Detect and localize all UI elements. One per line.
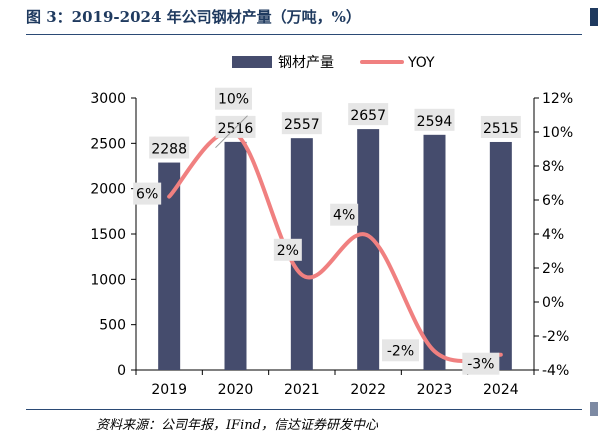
y-left-tick-label: 2000 [90, 182, 126, 198]
y-left-tick-label: 500 [99, 318, 126, 334]
y-right-tick-label: 2% [542, 261, 564, 277]
y-right-tick-label: -2% [542, 329, 569, 345]
line-label-box [273, 238, 302, 261]
bar-label-box [215, 115, 256, 138]
y-right-tick-label: 10% [542, 125, 573, 141]
bar-value-label: 2594 [417, 114, 453, 130]
y-left-tick-label: 3000 [90, 91, 126, 107]
line-value-label: 6% [136, 187, 158, 203]
line-value-label: 4% [333, 208, 355, 224]
legend-swatch-bar [232, 56, 272, 68]
edge-marker-bottom [590, 402, 598, 416]
bar [224, 141, 247, 370]
y-left-tick-label: 1000 [90, 272, 126, 288]
line-value-label: 2% [277, 243, 299, 259]
bar-value-label: 2516 [218, 121, 254, 137]
bar-value-label: 2657 [350, 108, 386, 124]
source-note: 资料来源：公司年报，IFind，信达证券研发中心 [96, 418, 379, 433]
line-label-box [330, 203, 359, 226]
y-left-tick-label: 2500 [90, 136, 126, 152]
line-value-label: 10% [218, 92, 249, 108]
y-left-tick-label: 0 [117, 363, 126, 379]
bar-label-box [414, 108, 455, 131]
line-label-box [133, 182, 162, 205]
y-right-tick-label: 0% [542, 295, 564, 311]
x-tick-label: 2022 [350, 382, 386, 398]
label-leader-line [215, 115, 248, 149]
x-tick-label: 2024 [483, 382, 519, 398]
chart-title: 图 3：2019-2024 年公司钢材产量（万吨，%） [26, 8, 361, 26]
line-value-label: -3% [467, 357, 494, 373]
bar-value-label: 2557 [284, 117, 320, 133]
x-tick-label: 2023 [417, 382, 453, 398]
series-line-yoy [167, 130, 503, 363]
bar [158, 162, 181, 370]
line-label-box [382, 339, 419, 362]
bar-label-box [149, 136, 190, 159]
bar [423, 134, 446, 370]
legend-label-bar: 钢材产量 [278, 55, 334, 71]
y-right-tick-label: 12% [542, 91, 573, 107]
bar [489, 141, 512, 370]
y-right-tick-label: 4% [542, 227, 564, 243]
source-divider [26, 409, 582, 410]
edge-marker [590, 8, 598, 26]
bar-value-label: 2288 [151, 142, 187, 158]
y-right-tick-label: 6% [542, 193, 564, 209]
title-divider [26, 34, 582, 35]
line-label-box [215, 87, 252, 110]
y-left-tick-label: 1500 [90, 227, 126, 243]
bar [357, 129, 380, 370]
y-right-tick-label: 8% [542, 159, 564, 175]
x-tick-label: 2021 [284, 382, 320, 398]
x-tick-label: 2019 [151, 382, 187, 398]
bar-label-box [480, 115, 521, 138]
bar-label-box [348, 103, 389, 126]
bar-label-box [281, 112, 322, 135]
line-value-label: -2% [387, 343, 414, 359]
x-tick-label: 2020 [218, 382, 254, 398]
legend-label-line: YOY [407, 55, 435, 71]
line-label-box [462, 352, 500, 375]
bar-value-label: 2515 [483, 121, 519, 137]
y-right-tick-label: -4% [542, 363, 569, 379]
